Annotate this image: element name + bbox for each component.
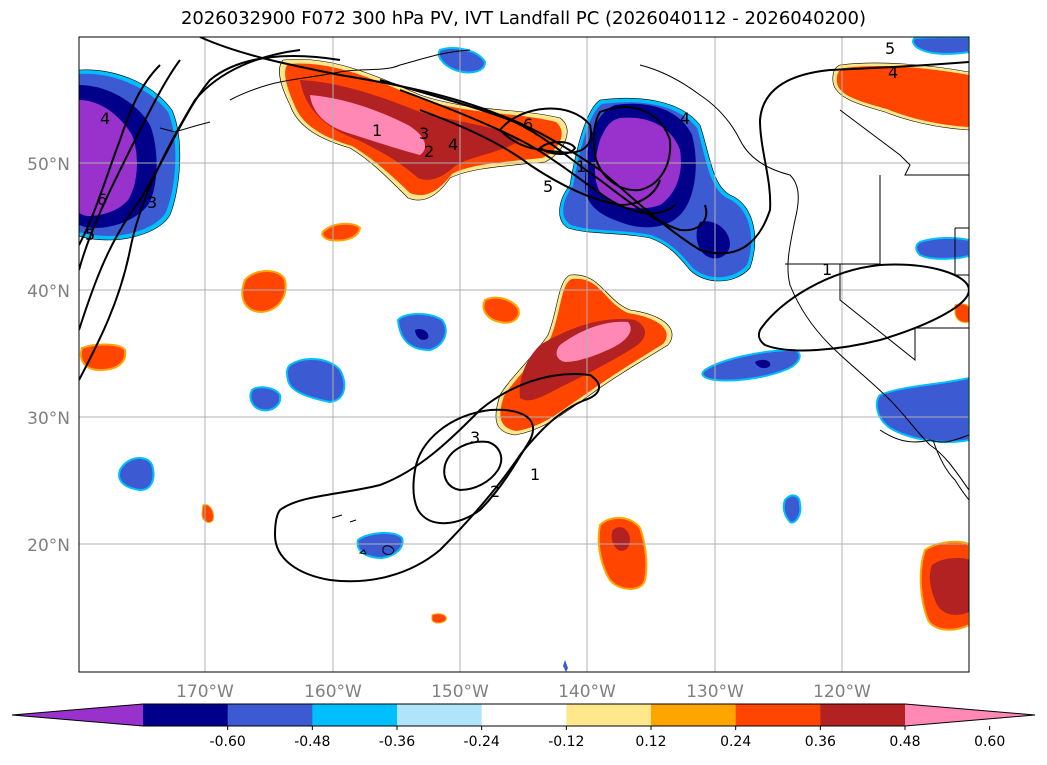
small-negative-anomalies <box>118 37 969 672</box>
alaska-coastline <box>229 49 471 101</box>
lat-label-50n: 50°N <box>27 155 70 175</box>
contour-label-1-subtropical: 1 <box>530 465 540 484</box>
contour-line-west-2 <box>79 49 301 381</box>
central-pacific-positive-anomaly <box>495 274 673 436</box>
contour-line-jet-2 <box>399 89 676 215</box>
us-state-borders-west <box>839 264 969 362</box>
north-pacific-positive-anomaly <box>279 58 568 201</box>
figure-title: 2026032900 F072 300 hPa PV, IVT Landfall… <box>180 8 867 29</box>
contour-label-4-northeast: 4 <box>888 63 898 82</box>
lat-label-30n: 30°N <box>27 409 70 429</box>
colorbar-segment <box>820 704 906 726</box>
colorbar-outline <box>11 703 1036 727</box>
colorbar-segment <box>481 704 567 726</box>
contour-label-2-subtropical: 2 <box>490 482 500 501</box>
lon-label-150w: 150°W <box>431 682 489 702</box>
contour-line-west-4 <box>79 64 161 246</box>
north-america-coastline <box>639 64 969 491</box>
coastlines <box>159 49 969 555</box>
contour-label-6-center: 6 <box>523 115 533 134</box>
small-positive-anomalies <box>80 222 969 631</box>
colorbar-extend-min <box>12 704 143 726</box>
colorbar-segment <box>143 704 229 726</box>
colorbar-tick-label: 0.24 <box>720 734 751 750</box>
contour-label-5-west: 5 <box>85 225 95 244</box>
contour-2-subtropical <box>412 408 535 525</box>
latitude-labels: 50°N 40°N 30°N 20°N <box>27 155 70 556</box>
gulf-of-alaska-negative-anomaly <box>559 98 756 282</box>
northwestern-hawaiian-islands <box>331 514 357 523</box>
lon-label-120w: 120°W <box>813 682 871 702</box>
lon-label-140w: 140°W <box>558 682 616 702</box>
contour-label-5-northeast: 5 <box>885 39 895 58</box>
contour-label-4-alaska: 4 <box>680 109 690 128</box>
colorbar-segment <box>397 704 483 726</box>
map-border <box>78 36 970 673</box>
contour-1-california <box>757 263 969 352</box>
colorbar-tick-label: 0.48 <box>889 734 920 750</box>
contour-label-6-west: 6 <box>97 190 107 209</box>
positive-anomaly-fills <box>80 58 969 631</box>
lon-label-130w: 130°W <box>686 682 744 702</box>
lon-label-170w: 170°W <box>176 682 234 702</box>
ivt-contours <box>79 37 969 583</box>
contour-label-1-alaska: 1 <box>576 157 586 176</box>
contour-labels: 1 2 3 4 5 6 1 4 5 4 4 6 3 5 1 3 2 1 <box>85 39 898 501</box>
contour-label-4-north: 4 <box>448 135 458 154</box>
contour-label-4-west: 4 <box>100 109 110 128</box>
hawaii-small-island <box>358 549 367 555</box>
us-state-borders-north <box>785 175 881 265</box>
contour-inner-closed <box>538 141 577 155</box>
contour-line-jet-1 <box>379 79 708 232</box>
colorbar-tick-label: -0.48 <box>294 734 330 750</box>
contour-label-1-california: 1 <box>822 260 832 279</box>
contour-line-upper <box>199 37 969 255</box>
baja-california <box>932 439 969 501</box>
contour-label-2-north: 2 <box>424 142 434 161</box>
colorbar-tick-label: 0.12 <box>635 734 666 750</box>
hawaii-island <box>382 545 395 555</box>
contour-alaska-closed <box>592 106 672 192</box>
colorbar-segment <box>651 704 737 726</box>
colorbar-tick-label: -0.24 <box>464 734 500 750</box>
colorbar-segment <box>735 704 821 726</box>
contour-1-subtropical <box>273 373 600 583</box>
mexico-border <box>879 429 969 443</box>
aleutian-islands <box>159 121 211 133</box>
contour-line-jet-3 <box>419 109 661 207</box>
longitude-labels: 170°W 160°W 150°W 140°W 130°W 120°W <box>176 682 871 702</box>
map-frame-content: 1 2 3 4 5 6 1 4 5 4 4 6 3 5 1 3 2 1 <box>79 37 969 672</box>
colorbar-tick-label: -0.36 <box>379 734 415 750</box>
west-negative-anomaly <box>79 69 181 241</box>
contour-label-3-subtropical: 3 <box>470 428 480 447</box>
canada-border <box>839 109 969 176</box>
colorbar-tick-label: 0.36 <box>805 734 836 750</box>
contour-6-closed <box>498 107 592 154</box>
lon-label-160w: 160°W <box>304 682 362 702</box>
contour-label-3-north: 3 <box>419 124 429 143</box>
colorbar-extend-max <box>905 704 1035 726</box>
colorbar-segment <box>312 704 398 726</box>
colorbar-tick-label: -0.12 <box>548 734 584 750</box>
contour-3-subtropical <box>443 440 503 492</box>
contour-label-5-center: 5 <box>543 177 553 196</box>
colorbar: -0.60 -0.48 -0.36 -0.24 -0.12 0.12 0.24 0.36 0.4… <box>11 703 1036 750</box>
negative-anomaly-fills <box>79 37 969 672</box>
lat-label-20n: 20°N <box>27 536 70 556</box>
colorbar-segment <box>566 704 652 726</box>
contour-label-3-west: 3 <box>147 193 157 212</box>
contour-label-1-north: 1 <box>372 121 382 140</box>
colorbar-tick-label: -0.60 <box>210 734 246 750</box>
contour-line-west-3 <box>79 59 181 271</box>
colorbar-tick-label: 0.60 <box>974 734 1005 750</box>
colorbar-segment <box>227 704 313 726</box>
map-gridlines <box>79 37 969 672</box>
lat-label-40n: 40°N <box>27 282 70 302</box>
